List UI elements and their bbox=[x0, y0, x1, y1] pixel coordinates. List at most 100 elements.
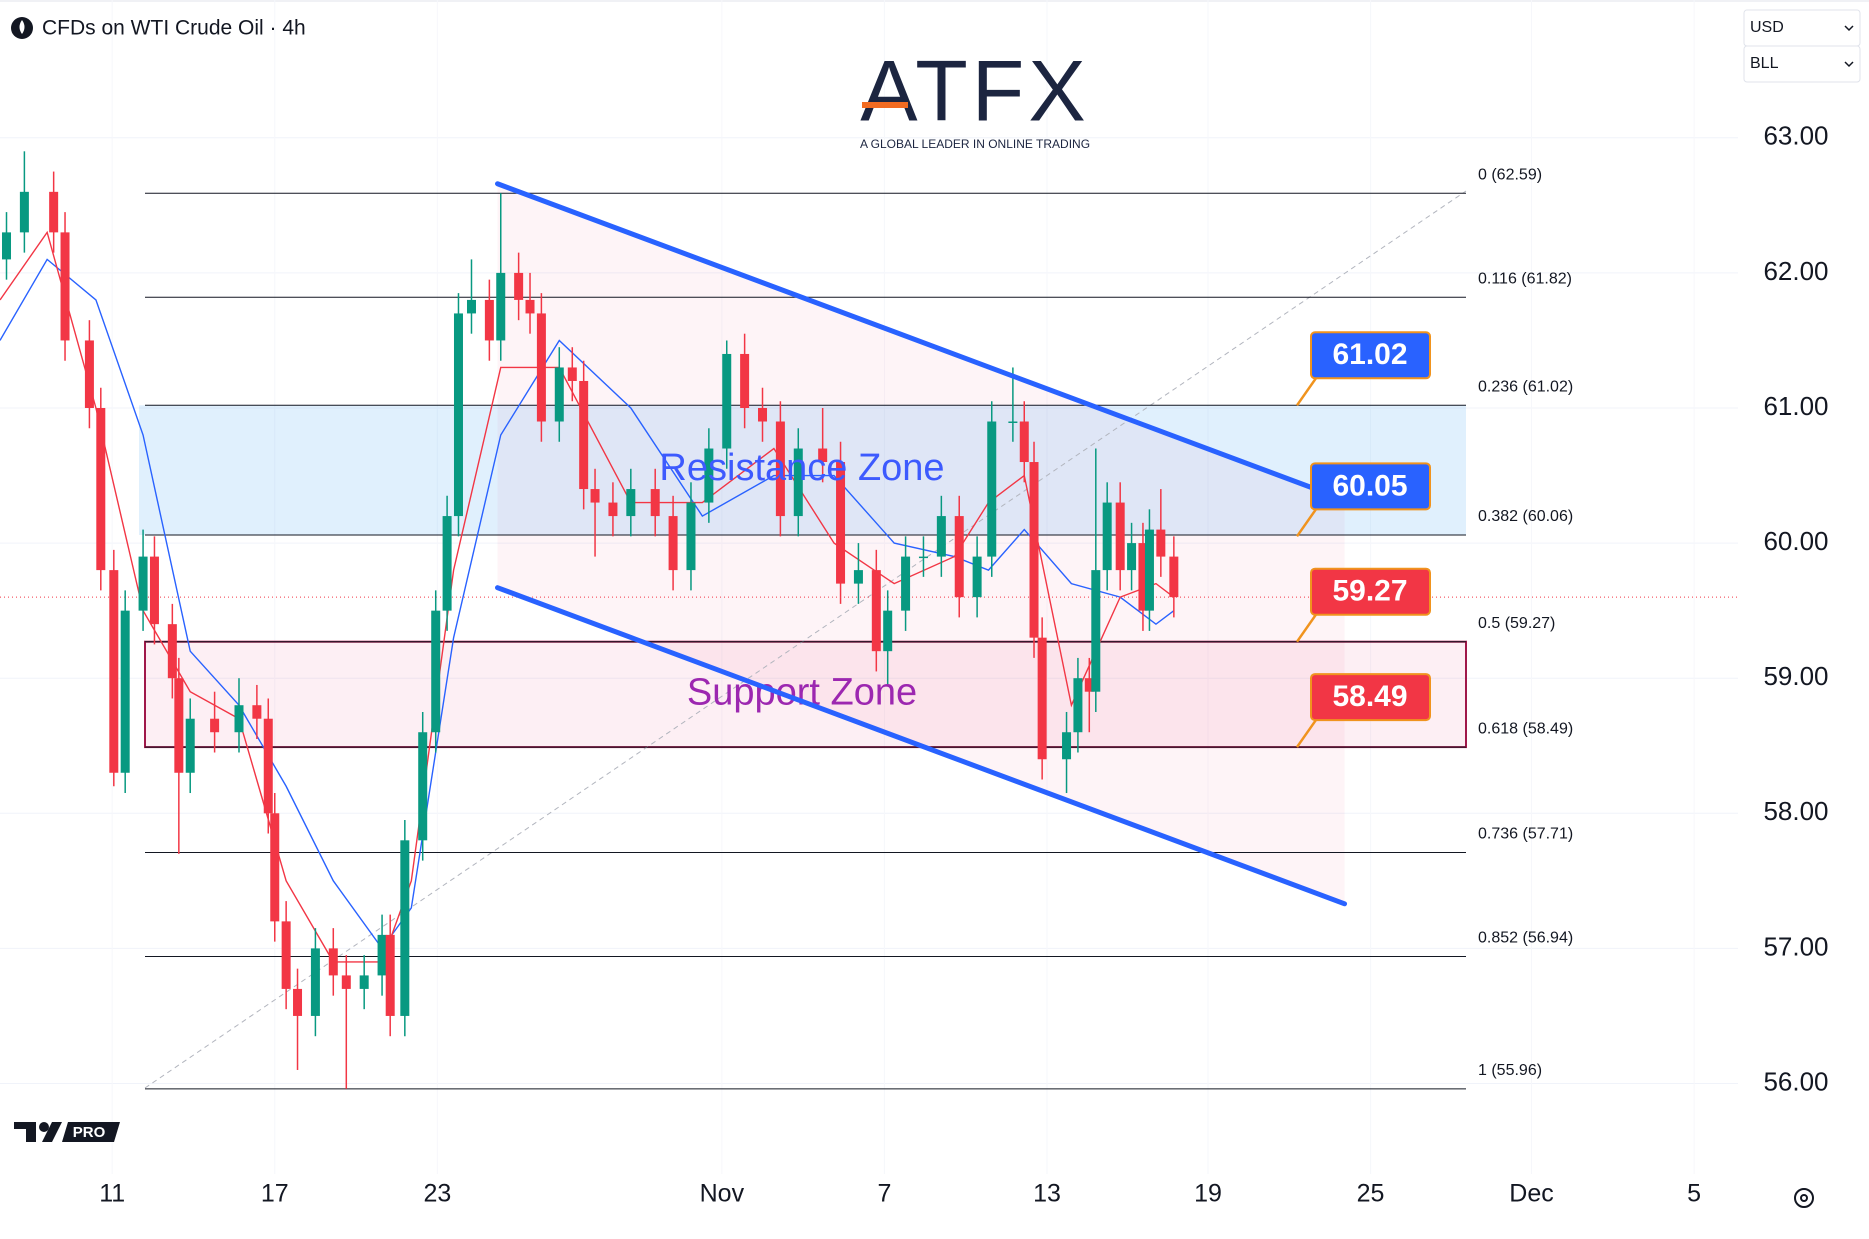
x-tick-label: Dec bbox=[1509, 1180, 1553, 1208]
candle-body bbox=[1156, 529, 1166, 557]
currency-caret bbox=[1844, 25, 1854, 32]
candle-body bbox=[579, 380, 589, 490]
candle-body bbox=[210, 718, 220, 733]
fib-label: 1 (55.96) bbox=[1478, 1062, 1542, 1079]
candle-body bbox=[686, 502, 696, 571]
candle-body bbox=[987, 421, 997, 557]
candle-body bbox=[818, 448, 828, 463]
candle-body bbox=[281, 921, 291, 989]
x-tick-label: 11 bbox=[99, 1180, 125, 1208]
currency-label: USD bbox=[1750, 19, 1784, 36]
x-tick-label: 25 bbox=[1357, 1180, 1385, 1208]
candle-body bbox=[385, 934, 395, 1016]
candle-body bbox=[263, 718, 273, 814]
candle-body bbox=[793, 448, 803, 517]
y-tick-label: 61.00 bbox=[1763, 391, 1828, 421]
candle-body bbox=[626, 489, 636, 517]
candle-body bbox=[936, 516, 946, 557]
candle-body bbox=[1144, 529, 1154, 611]
candle-body bbox=[775, 421, 785, 517]
candle-body bbox=[590, 489, 600, 503]
y-tick-label: 57.00 bbox=[1763, 931, 1828, 961]
candle-body bbox=[1073, 678, 1083, 733]
candle-body bbox=[96, 407, 106, 571]
candle-body bbox=[514, 272, 524, 300]
zone-label: Support Zone bbox=[687, 671, 917, 713]
fib-label: 0.852 (56.94) bbox=[1478, 930, 1573, 947]
candle-body bbox=[2, 232, 12, 260]
candle-body bbox=[185, 718, 195, 773]
brand-tagline: A GLOBAL LEADER IN ONLINE TRADING bbox=[860, 137, 1090, 151]
price-badge bbox=[1310, 462, 1431, 511]
price-badge bbox=[1310, 567, 1431, 616]
candle-body bbox=[270, 813, 280, 922]
badge-callout bbox=[1295, 716, 1320, 748]
y-tick-label: 56.00 bbox=[1763, 1066, 1828, 1096]
chart-title: CFDs on WTI Crude Oil · 4h bbox=[42, 17, 306, 40]
candle-body bbox=[1008, 421, 1018, 424]
x-tick-label: 23 bbox=[423, 1180, 451, 1208]
candle-body bbox=[883, 610, 893, 652]
candle-body bbox=[84, 340, 94, 408]
price-badge bbox=[1310, 673, 1431, 722]
candle-body bbox=[836, 462, 846, 584]
candle-body bbox=[400, 840, 410, 1016]
candle-body bbox=[1169, 556, 1179, 598]
price-badge-label: 58.49 bbox=[1332, 680, 1407, 713]
candle-body bbox=[453, 313, 463, 517]
x-tick-label: Nov bbox=[700, 1180, 745, 1208]
fib-label: 0.736 (57.71) bbox=[1478, 826, 1573, 843]
candle-body bbox=[466, 299, 476, 314]
candle-body bbox=[431, 610, 441, 733]
candle-body bbox=[120, 610, 130, 773]
candle-body bbox=[1019, 421, 1029, 463]
candle-body bbox=[442, 516, 452, 611]
candle-body bbox=[174, 678, 184, 773]
candle-body bbox=[650, 489, 660, 517]
brand-accent bbox=[862, 102, 908, 108]
x-tick-label: 13 bbox=[1033, 1180, 1061, 1208]
settings-icon[interactable] bbox=[1794, 1188, 1814, 1208]
candle-body bbox=[49, 191, 59, 233]
y-tick-label: 59.00 bbox=[1763, 661, 1828, 691]
settings-icon-center bbox=[1800, 1194, 1808, 1202]
price-badge-label: 59.27 bbox=[1332, 575, 1407, 608]
candle-body bbox=[1127, 543, 1137, 571]
candle-body bbox=[1084, 678, 1094, 692]
candle-body bbox=[138, 556, 148, 611]
candle-body bbox=[252, 705, 262, 719]
candle-body bbox=[328, 948, 338, 976]
x-tick-label: 19 bbox=[1194, 1180, 1222, 1208]
candle-body bbox=[149, 556, 159, 625]
candle-body bbox=[310, 948, 320, 1016]
brand-logo: ATFX bbox=[860, 44, 1089, 140]
price-badge-label: 61.02 bbox=[1332, 338, 1407, 371]
fib-label: 0.236 (61.02) bbox=[1478, 379, 1573, 396]
candle-body bbox=[1062, 732, 1072, 760]
tv-pro-label: PRO bbox=[73, 1124, 106, 1141]
candle-body bbox=[668, 516, 678, 571]
badge-callout bbox=[1295, 610, 1320, 643]
tv-logo-v bbox=[42, 1122, 62, 1142]
zone-label: Resistance Zone bbox=[659, 447, 944, 489]
price-badge bbox=[1310, 331, 1431, 380]
fib-label: 0.382 (60.06) bbox=[1478, 508, 1573, 525]
candle-body bbox=[853, 570, 863, 584]
fib-label: 0 (62.59) bbox=[1478, 166, 1542, 183]
y-tick-label: 58.00 bbox=[1763, 796, 1828, 826]
candle-body bbox=[567, 367, 577, 381]
channel-fill bbox=[497, 183, 1345, 904]
y-tick-label: 60.00 bbox=[1763, 526, 1828, 556]
unit-select[interactable] bbox=[1743, 45, 1861, 83]
candle-body bbox=[722, 353, 732, 449]
unit-caret bbox=[1844, 61, 1854, 68]
x-tick-label: 17 bbox=[261, 1180, 289, 1208]
candle-body bbox=[871, 570, 881, 652]
candle-body bbox=[954, 516, 964, 598]
candle-body bbox=[1115, 502, 1125, 571]
moving-average bbox=[0, 258, 1175, 950]
badge-callout bbox=[1295, 505, 1320, 538]
candle-body bbox=[972, 556, 982, 598]
